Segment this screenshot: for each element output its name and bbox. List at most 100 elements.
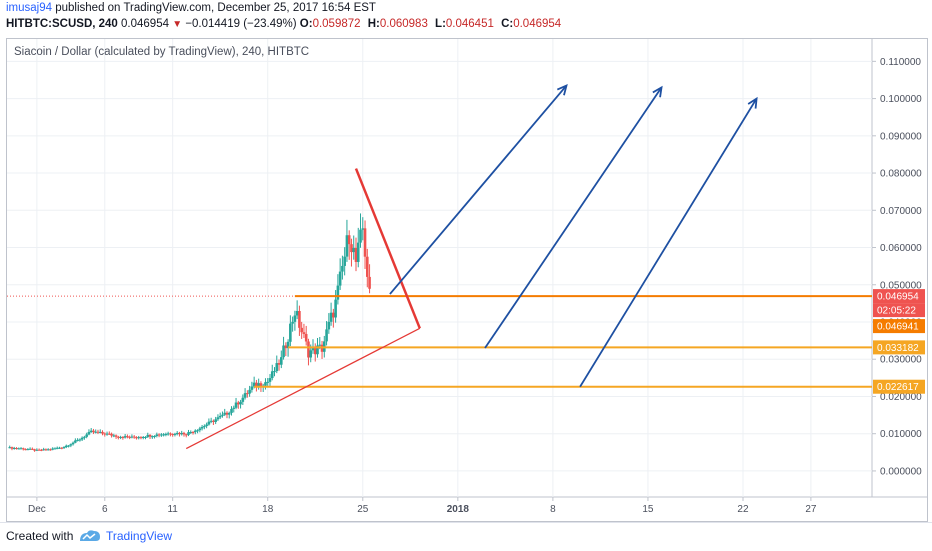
candle-body [121, 436, 125, 438]
last-price-tag-bg [873, 289, 925, 304]
candle-body [343, 256, 346, 266]
candle-body [325, 329, 328, 342]
candle-body [334, 299, 337, 318]
candle-body [237, 402, 240, 405]
y-tick-label: 0.030000 [880, 355, 922, 366]
candle-body [304, 333, 308, 342]
x-tick-label: 15 [642, 504, 654, 515]
level-tag-bg [873, 379, 925, 394]
candle-body [255, 382, 258, 387]
price-change: −0.014419 (−23.49%) [185, 18, 297, 30]
candle-body [230, 408, 233, 413]
x-tick-label: 8 [550, 504, 556, 515]
y-tick-label: 0.050000 [880, 280, 922, 291]
candle-body [101, 431, 104, 434]
candle-body [128, 436, 131, 438]
candle-body [144, 436, 147, 438]
candle-body [200, 426, 204, 429]
open-value: 0.059872 [312, 18, 361, 30]
candle-body [277, 363, 281, 365]
candle-body [15, 448, 18, 450]
support-trend-line[interactable] [185, 327, 421, 450]
candle-body [26, 449, 30, 451]
y-tick-label: 0.090000 [880, 131, 922, 142]
red-trend-line[interactable] [354, 168, 421, 329]
blue-arrow-line[interactable] [389, 84, 568, 295]
candle-body [87, 431, 91, 435]
candle-body [40, 449, 43, 451]
candle-body [347, 235, 351, 245]
x-tick-label: 2018 [447, 504, 470, 515]
candle-body [78, 439, 82, 441]
candle-body [318, 344, 322, 346]
level-tag: 0.033182 [877, 343, 919, 354]
level-tag: 0.022617 [877, 382, 919, 393]
candle-body [354, 247, 358, 262]
candle-body [107, 433, 111, 435]
candle-body [268, 378, 272, 382]
candle-body [135, 437, 138, 439]
candle-body [182, 432, 186, 435]
candle-body [28, 448, 32, 450]
candle-body [187, 432, 190, 435]
candle-body [280, 357, 283, 365]
candle-body [327, 321, 331, 330]
x-tick-label: Dec [28, 504, 46, 515]
blue-arrow-line[interactable] [579, 98, 758, 388]
level-tag-bg [873, 340, 925, 355]
candle-body [31, 448, 34, 450]
candle-body [207, 421, 211, 425]
x-tick-label: 25 [357, 504, 369, 515]
candle-body [173, 433, 177, 435]
candle-body [311, 346, 315, 351]
candle-body [225, 412, 229, 415]
candle-body [69, 444, 73, 446]
price-chart[interactable]: 0.0000000.0100000.0200000.0300000.040000… [0, 0, 932, 522]
candle-body [130, 436, 134, 438]
candle-body [212, 420, 215, 422]
candle-body [42, 449, 45, 451]
symbol-label: HITBTC:SCUSD, 240 [6, 18, 118, 30]
candle-body [205, 424, 208, 427]
candle-body [291, 321, 294, 324]
candle-body [12, 448, 16, 450]
y-tick-label: 0.080000 [880, 169, 922, 180]
candle-body [139, 437, 143, 439]
x-tick-label: 22 [737, 504, 749, 515]
candle-body [80, 437, 84, 440]
candle-body [282, 345, 285, 358]
tradingview-brand-link[interactable]: TradingView [106, 529, 173, 543]
candle-body [359, 229, 362, 243]
candle-body [332, 312, 335, 318]
candle-body [171, 434, 174, 436]
created-with-text: Created with [6, 529, 74, 543]
candle-body [198, 428, 202, 431]
high-label: H: [367, 18, 380, 30]
candle-body [58, 447, 61, 449]
candle-body [105, 433, 109, 435]
tradingview-logo-icon[interactable] [78, 529, 102, 548]
down-arrow-icon: ▼ [172, 19, 183, 30]
candle-body [309, 350, 313, 358]
candle-body [123, 436, 127, 438]
candle-body [227, 412, 231, 415]
candle-body [180, 432, 184, 435]
blue-arrow-line[interactable] [484, 86, 663, 349]
candle-body [298, 310, 301, 328]
y-tick-label: 0.010000 [880, 429, 922, 440]
candle-body [164, 434, 168, 436]
candle-body [166, 433, 170, 435]
candle-body [246, 393, 249, 395]
candle-body [126, 436, 129, 438]
candle-body [284, 345, 288, 349]
last-price-tag: 0.046954 [877, 292, 919, 303]
candle-body [196, 430, 199, 432]
candle-body [157, 434, 161, 436]
author-link[interactable]: imusaj94 [6, 2, 53, 14]
candle-body [293, 315, 297, 322]
chart-frame[interactable] [6, 38, 928, 522]
candle-body [160, 434, 163, 436]
candle-body [98, 431, 102, 433]
chart-title: Siacoin / Dollar (calculated by TradingV… [14, 46, 310, 58]
candle-body [21, 448, 25, 450]
